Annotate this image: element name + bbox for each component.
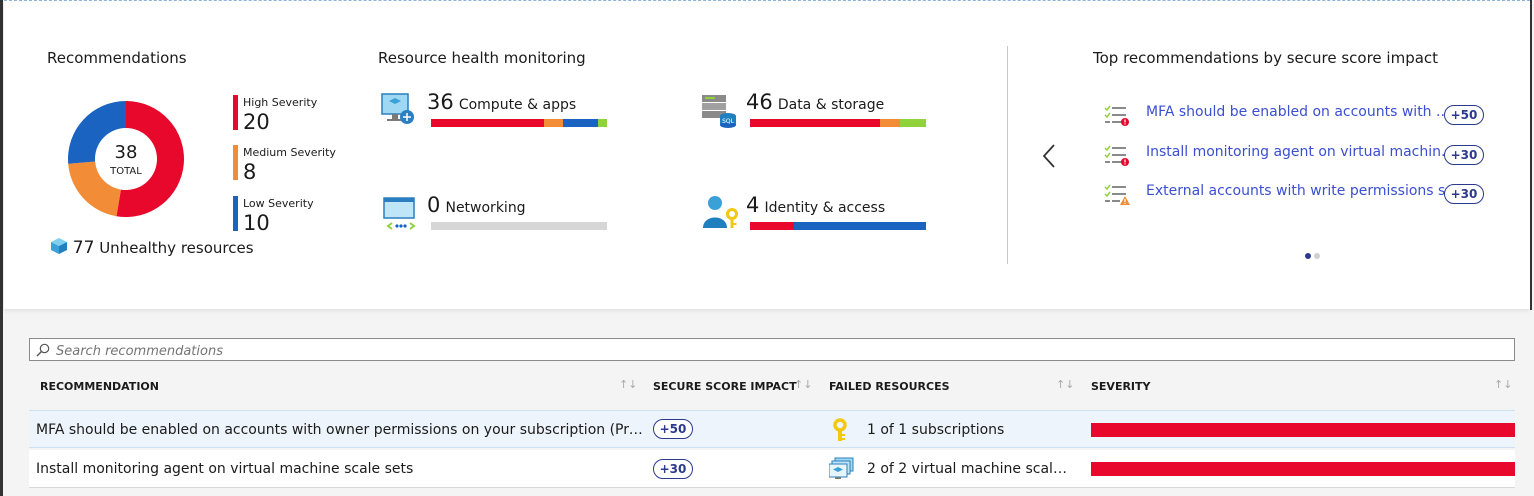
- donut-total: 38: [115, 142, 138, 163]
- severity-bar: [1091, 423, 1515, 437]
- search-input[interactable]: [54, 341, 1498, 361]
- failed-resources-cell: 2 of 2 virtual machine scale s...: [867, 461, 1075, 477]
- identity-count: 4: [746, 193, 760, 217]
- failed-resources-cell: 1 of 1 subscriptions: [867, 422, 1005, 438]
- pager-dot[interactable]: [1314, 253, 1320, 259]
- high-severity-count: 20: [243, 110, 270, 134]
- sort-icon[interactable]: ↑↓: [619, 378, 638, 391]
- donut-segment-low: [68, 101, 126, 164]
- top-recommendations-title: Top recommendations by secure score impa…: [1093, 49, 1439, 67]
- healthy-segment: [598, 119, 607, 127]
- search-icon: [36, 343, 50, 357]
- high-segment: [750, 119, 881, 127]
- empty-segment: [431, 222, 607, 230]
- recommendation-cell: MFA should be enabled on accounts with o…: [36, 422, 644, 438]
- recommendations-title: Recommendations: [47, 49, 187, 67]
- data-storage-health-bar: [750, 119, 926, 127]
- impact-badge: +30: [1444, 184, 1484, 204]
- sort-icon[interactable]: ↑↓: [1056, 378, 1075, 391]
- cube-icon: [51, 238, 67, 254]
- high-severity-label: High Severity: [243, 96, 318, 109]
- medium-severity-label: Medium Severity: [243, 146, 336, 159]
- medium-severity-count: 8: [243, 160, 257, 184]
- networking-label: Networking: [445, 200, 526, 216]
- donut-total-label: TOTAL: [109, 166, 142, 177]
- carousel-pager: [1305, 244, 1323, 263]
- severity-donut-chart: 38 TOTAL: [68, 101, 185, 217]
- networking-count: 0: [427, 193, 441, 217]
- unhealthy-resources[interactable]: 77 Unhealthy resources: [50, 237, 254, 258]
- donut-segment-medium: [68, 161, 121, 217]
- column-header-failed-resources[interactable]: FAILED RESOURCES: [829, 380, 950, 393]
- low-segment: [562, 119, 599, 127]
- low-severity-bar: [233, 196, 238, 231]
- chevron-left-icon[interactable]: [1042, 143, 1056, 176]
- networking-tile[interactable]: 0 Networking: [427, 193, 526, 217]
- column-header-recommendation[interactable]: RECOMMENDATION: [40, 380, 159, 393]
- networking-icon: [383, 197, 416, 230]
- recommendation-cell: Install monitoring agent on virtual mach…: [36, 461, 414, 477]
- column-header-secure-score-impact[interactable]: SECURE SCORE IMPACT: [653, 380, 797, 393]
- donut-segment-high: [116, 101, 185, 217]
- checklist-warning-icon: [1104, 184, 1130, 205]
- unhealthy-count: 77: [72, 238, 95, 258]
- networking-health-bar: [431, 222, 607, 230]
- resource-health-title: Resource health monitoring: [378, 49, 586, 67]
- severity-bar: [1091, 462, 1515, 476]
- vertical-divider: [1007, 46, 1008, 264]
- table-row[interactable]: MFA should be enabled on accounts with o…: [29, 410, 1515, 448]
- medium-severity-bar: [233, 145, 238, 180]
- low-severity-count: 10: [243, 211, 270, 235]
- high-segment: [750, 222, 794, 230]
- data-storage-label: Data & storage: [777, 97, 885, 113]
- compute-count: 36: [427, 90, 454, 114]
- sql-storage-icon: SQL: [702, 95, 736, 128]
- identity-access-tile[interactable]: 4 Identity & access: [746, 193, 885, 217]
- high-segment: [431, 119, 544, 127]
- vm-scale-set-icon: [829, 457, 854, 479]
- checklist-error-icon: [1104, 145, 1129, 166]
- data-storage-count: 46: [746, 90, 773, 114]
- key-icon: [833, 418, 847, 441]
- impact-badge: +30: [653, 459, 693, 479]
- impact-badge: +50: [1444, 105, 1484, 125]
- left-border: [0, 0, 3, 496]
- table-row[interactable]: Install monitoring agent on virtual mach…: [29, 450, 1515, 488]
- medium-segment: [543, 119, 563, 127]
- low-segment: [794, 222, 926, 230]
- column-header-severity[interactable]: SEVERITY: [1091, 380, 1151, 393]
- impact-badge: +30: [1444, 145, 1484, 165]
- low-severity-label: Low Severity: [243, 197, 314, 210]
- pager-dot-active[interactable]: [1305, 253, 1311, 259]
- sort-icon[interactable]: ↑↓: [794, 378, 813, 391]
- data-storage-tile[interactable]: 46 Data & storage: [746, 90, 884, 114]
- top-recommendation-link[interactable]: Install monitoring agent on virtual mach…: [1146, 144, 1455, 160]
- identity-key-icon: [703, 196, 738, 228]
- healthy-segment: [899, 119, 926, 127]
- compute-apps-tile[interactable]: 36 Compute & apps: [427, 90, 576, 114]
- checklist-error-icon: [1104, 105, 1129, 126]
- right-border: [1530, 0, 1532, 310]
- impact-badge: +50: [653, 419, 693, 439]
- search-box: [29, 338, 1515, 361]
- identity-health-bar: [750, 222, 926, 230]
- svg-text:SQL: SQL: [722, 118, 735, 125]
- high-severity-bar: [233, 95, 238, 130]
- top-recommendation-link[interactable]: MFA should be enabled on accounts with .…: [1146, 104, 1450, 120]
- identity-label: Identity & access: [764, 200, 886, 216]
- medium-segment: [880, 119, 900, 127]
- sort-icon[interactable]: ↑↓: [1494, 378, 1513, 391]
- compute-health-bar: [431, 119, 607, 127]
- compute-icon: [381, 93, 414, 124]
- top-recommendation-link[interactable]: External accounts with write permissions…: [1146, 183, 1459, 199]
- overview-card: Recommendations 38 TOTAL High Severity 2…: [4, 0, 1530, 309]
- compute-label: Compute & apps: [458, 97, 577, 113]
- unhealthy-label: Unhealthy resources: [99, 239, 254, 257]
